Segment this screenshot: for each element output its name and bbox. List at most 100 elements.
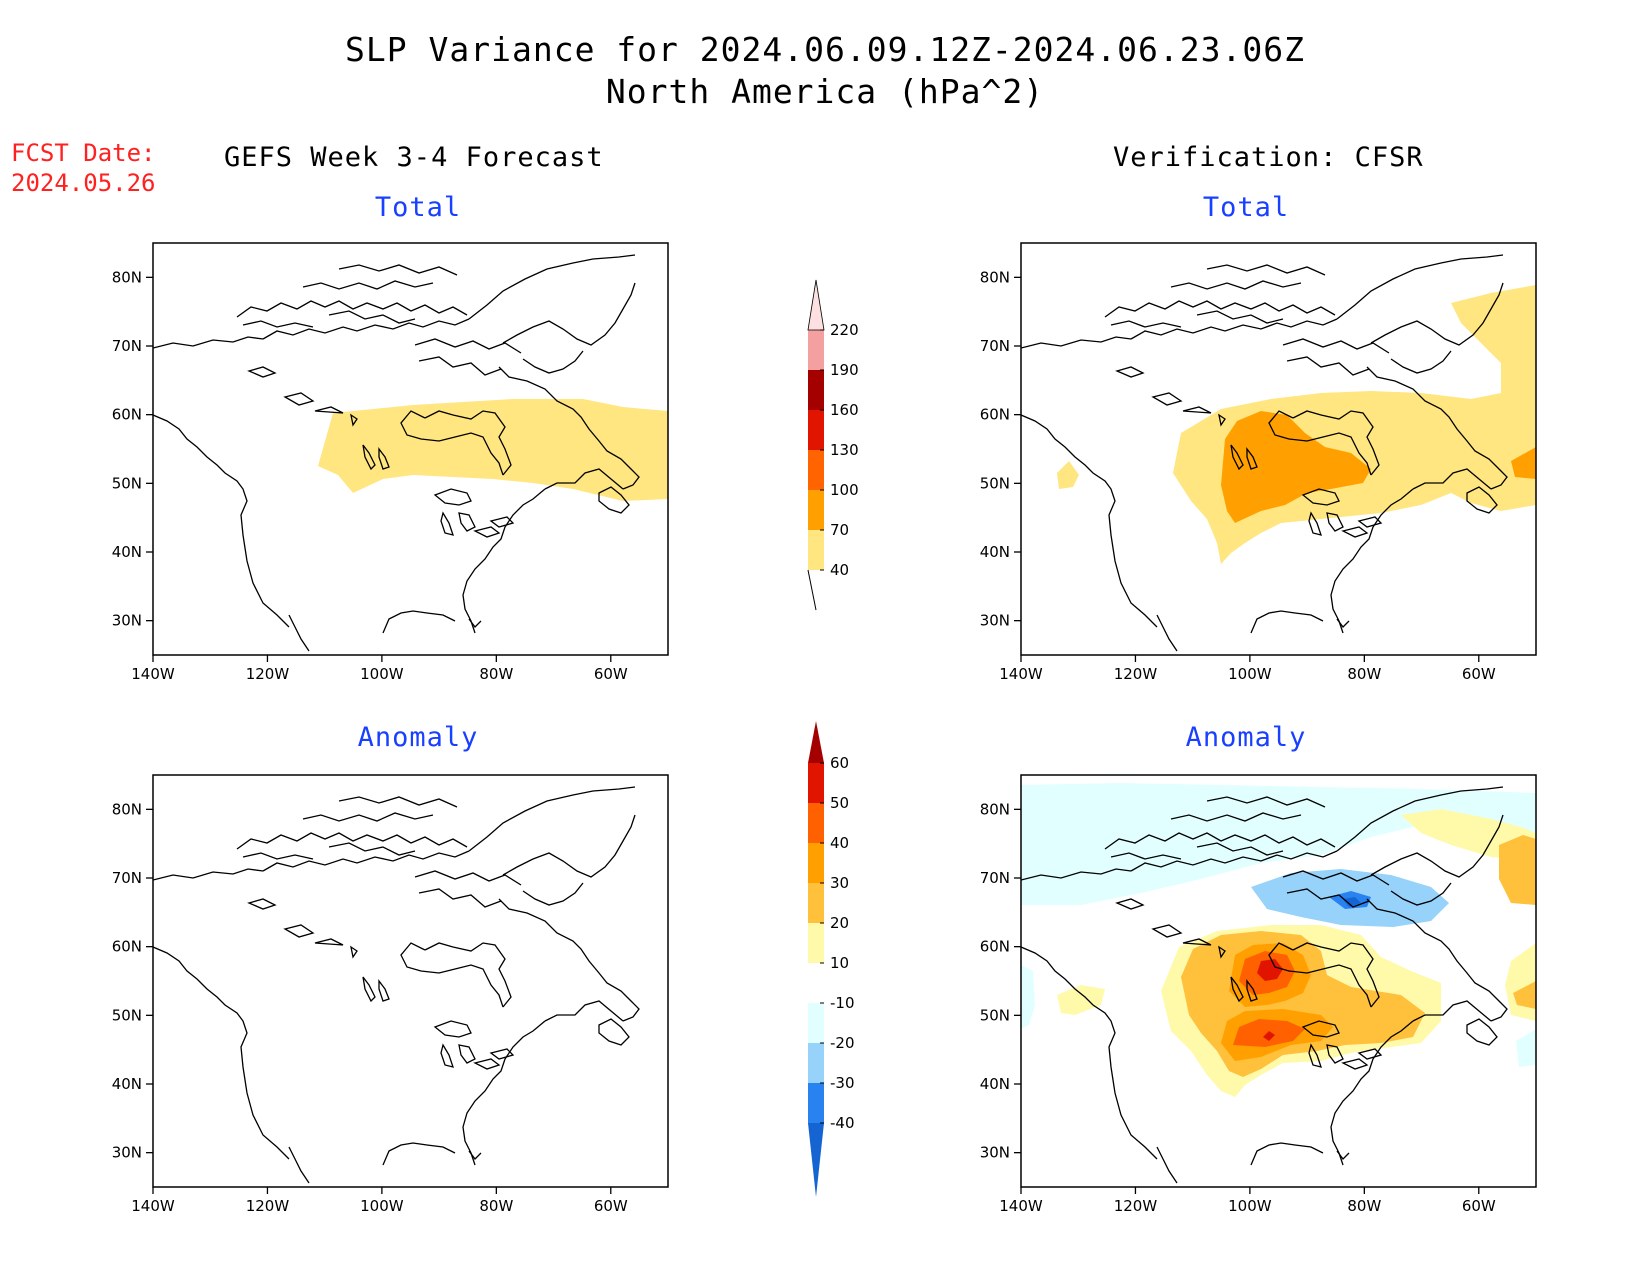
lat-tick-label: 80N bbox=[980, 800, 1010, 818]
colorbar-anomaly-swatch bbox=[808, 1123, 824, 1197]
lat-tick-label: 50N bbox=[980, 474, 1010, 492]
lat-tick-label: 70N bbox=[112, 337, 142, 355]
contour-fill-br-9 bbox=[1505, 943, 1536, 1021]
colorbar-total-swatch bbox=[807, 279, 825, 331]
main-title: SLP Variance for 2024.06.09.12Z-2024.06.… bbox=[345, 30, 1305, 69]
colorbar-anomaly-label: 20 bbox=[830, 914, 849, 932]
lon-tick-label: 120W bbox=[246, 665, 290, 683]
right-column-header: Verification: CFSR bbox=[1113, 142, 1424, 173]
colorbar-total-label: 40 bbox=[830, 561, 849, 579]
colorbar-total-label: 220 bbox=[830, 321, 859, 339]
lon-tick-label: 140W bbox=[999, 1197, 1043, 1215]
lat-tick-label: 70N bbox=[980, 337, 1010, 355]
lon-tick-label: 100W bbox=[1228, 1197, 1272, 1215]
contour-fill-br-12 bbox=[1513, 981, 1536, 1009]
lat-tick-label: 60N bbox=[980, 406, 1010, 424]
lat-tick-label: 40N bbox=[980, 543, 1010, 561]
colorbar-anomaly-label: 30 bbox=[830, 874, 849, 892]
colorbar-anomaly-swatch bbox=[808, 1043, 824, 1083]
lon-tick-label: 120W bbox=[1114, 665, 1158, 683]
colorbar-total-swatch bbox=[808, 450, 824, 490]
contour-fill-br-1 bbox=[1021, 965, 1035, 1029]
lon-tick-label: 140W bbox=[131, 1197, 175, 1215]
colorbar-anomaly-label: 40 bbox=[830, 834, 849, 852]
colorbar-anomaly-swatch bbox=[808, 883, 824, 923]
lon-tick-label: 140W bbox=[999, 665, 1043, 683]
map-frame-tl bbox=[152, 242, 669, 656]
lon-tick-label: 120W bbox=[1114, 1197, 1158, 1215]
lat-tick-label: 60N bbox=[112, 406, 142, 424]
map-frame-tr bbox=[1020, 242, 1537, 656]
map-panel-tr: 80N 70N 60N 50N 40N 30N 140W 120W 100W 80W 60W bbox=[980, 242, 1537, 683]
colorbar-anomaly-swatch bbox=[808, 1003, 824, 1043]
colorbar-total-swatch bbox=[808, 530, 824, 570]
colorbar-total-swatch bbox=[808, 410, 824, 450]
contour-fill-br-2 bbox=[1516, 1029, 1536, 1067]
colorbar-total-swatch bbox=[808, 370, 824, 410]
lat-tick-label: 30N bbox=[112, 612, 142, 630]
colorbar-total: 40 70 100 130 160 190 220 bbox=[807, 279, 859, 611]
fcst-date-value: 2024.05.26 bbox=[11, 169, 156, 197]
colorbar-total-label: 130 bbox=[830, 441, 859, 459]
contour-fill-br-18 bbox=[1263, 1031, 1275, 1041]
lat-tick-label: 60N bbox=[112, 938, 142, 956]
lat-tick-label: 70N bbox=[980, 869, 1010, 887]
lon-tick-label: 60W bbox=[594, 665, 628, 683]
colorbar-anomaly-swatch bbox=[808, 763, 824, 803]
lon-tick-label: 80W bbox=[479, 1197, 513, 1215]
colorbar-anomaly-swatch bbox=[808, 803, 824, 843]
contour-fill-br-11 bbox=[1499, 835, 1536, 905]
panel-title-anomaly-forecast: Anomaly bbox=[357, 722, 479, 753]
left-column-header: GEFS Week 3-4 Forecast bbox=[224, 142, 604, 173]
panel-title-total-forecast: Total bbox=[374, 192, 462, 223]
lat-tick-label: 50N bbox=[980, 1006, 1010, 1024]
colorbar-anomaly-label: 60 bbox=[830, 754, 849, 772]
lat-tick-label: 60N bbox=[980, 938, 1010, 956]
lon-tick-label: 100W bbox=[360, 665, 404, 683]
colorbar-anomaly-swatch bbox=[808, 843, 824, 883]
lat-tick-label: 30N bbox=[980, 612, 1010, 630]
contour-fill-tr-3 bbox=[1511, 447, 1536, 479]
panel-title-total-verification: Total bbox=[1202, 192, 1290, 223]
lon-tick-label: 60W bbox=[1462, 1197, 1496, 1215]
lon-tick-label: 100W bbox=[360, 1197, 404, 1215]
colorbar-anomaly-swatch bbox=[808, 721, 824, 763]
lon-tick-label: 80W bbox=[1347, 1197, 1381, 1215]
colorbar-total-label: 70 bbox=[830, 521, 849, 539]
lon-tick-label: 80W bbox=[479, 665, 513, 683]
panel-title-anomaly-verification: Anomaly bbox=[1185, 722, 1307, 753]
colorbar-total-label: 100 bbox=[830, 481, 859, 499]
lat-tick-label: 30N bbox=[980, 1144, 1010, 1162]
contour-fill-tl-0 bbox=[318, 399, 668, 501]
map-frame-br bbox=[1020, 774, 1537, 1188]
contour-fill-br-5 bbox=[1343, 897, 1361, 907]
map-panel-br: 80N 70N 60N 50N 40N 30N 140W 120W 100W 80W 60W bbox=[980, 774, 1537, 1215]
colorbar-anomaly-swatch bbox=[808, 923, 824, 963]
lat-tick-label: 30N bbox=[112, 1144, 142, 1162]
colorbar-anomaly-label: -40 bbox=[830, 1114, 855, 1132]
contour-fill-br-0 bbox=[1021, 783, 1536, 905]
contour-fill-br-7 bbox=[1057, 985, 1105, 1015]
lat-tick-label: 40N bbox=[112, 543, 142, 561]
contour-fill-br-17 bbox=[1257, 959, 1283, 981]
colorbar-anomaly-label: 10 bbox=[830, 954, 849, 972]
lon-tick-label: 140W bbox=[131, 665, 175, 683]
lat-tick-label: 80N bbox=[112, 268, 142, 286]
colorbar-total-label: 160 bbox=[830, 401, 859, 419]
colorbar-anomaly-swatch bbox=[808, 1083, 824, 1123]
lat-tick-label: 40N bbox=[980, 1075, 1010, 1093]
colorbar-total-label: 190 bbox=[830, 361, 859, 379]
lat-tick-label: 50N bbox=[112, 474, 142, 492]
map-panel-bl: 80N 70N 60N 50N 40N 30N 140W 120W 100W 80W 60W bbox=[112, 774, 669, 1215]
lon-tick-label: 60W bbox=[1462, 665, 1496, 683]
lat-tick-label: 80N bbox=[112, 800, 142, 818]
map-panel-tl: 80N 70N 60N 50N 40N 30N 140W 120W 100W 80W 60W bbox=[112, 242, 669, 683]
colorbar-total-bottom bbox=[807, 569, 817, 611]
colorbar-anomaly-swatch bbox=[808, 963, 824, 1003]
colorbar-anomaly-label: -10 bbox=[830, 994, 855, 1012]
contour-fill-tr-1 bbox=[1057, 461, 1079, 489]
contour-fill-tr-2 bbox=[1221, 411, 1371, 523]
colorbar-anomaly: -40 -30 -20 -10 10 20 30 40 50 60 bbox=[808, 721, 855, 1197]
lat-tick-label: 50N bbox=[112, 1006, 142, 1024]
map-frame-bl bbox=[152, 774, 669, 1188]
